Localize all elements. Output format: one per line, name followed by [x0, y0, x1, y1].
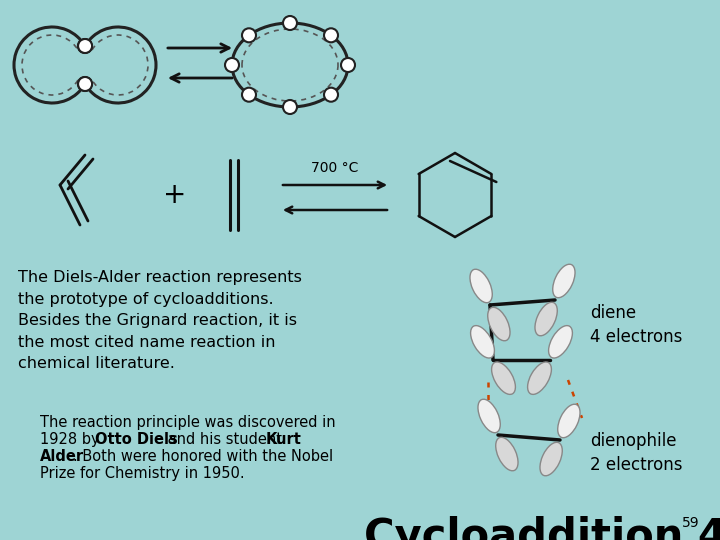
Text: and his student: and his student — [163, 432, 287, 447]
Circle shape — [324, 87, 338, 102]
Circle shape — [341, 58, 355, 72]
Text: diene
4 electrons: diene 4 electrons — [590, 304, 683, 346]
Ellipse shape — [478, 399, 500, 433]
Circle shape — [242, 87, 256, 102]
Circle shape — [283, 100, 297, 114]
Text: dienophile
2 electrons: dienophile 2 electrons — [590, 432, 683, 474]
Text: Otto Diels: Otto Diels — [95, 432, 178, 447]
Circle shape — [283, 16, 297, 30]
Text: 1928 by: 1928 by — [40, 432, 104, 447]
Circle shape — [78, 39, 92, 53]
Text: Alder: Alder — [40, 449, 84, 464]
Ellipse shape — [549, 326, 572, 358]
Text: The Diels-Alder reaction represents
the prototype of cycloadditions.
Besides the: The Diels-Alder reaction represents the … — [18, 270, 302, 372]
Text: . Both were honored with the Nobel: . Both were honored with the Nobel — [73, 449, 333, 464]
Circle shape — [324, 28, 338, 42]
Circle shape — [225, 58, 239, 72]
Ellipse shape — [558, 404, 580, 438]
Text: Kurt: Kurt — [266, 432, 302, 447]
Circle shape — [78, 77, 92, 91]
Ellipse shape — [540, 442, 562, 476]
Ellipse shape — [528, 362, 552, 394]
Text: 59: 59 — [683, 516, 700, 530]
Ellipse shape — [470, 269, 492, 303]
Text: +: + — [163, 181, 186, 209]
Ellipse shape — [535, 302, 557, 336]
Text: 700 °C: 700 °C — [311, 161, 359, 175]
Ellipse shape — [492, 362, 516, 394]
Ellipse shape — [487, 307, 510, 341]
Text: Cycloaddition 4+2
Supra-supra: Cycloaddition 4+2 Supra-supra — [364, 516, 720, 540]
Circle shape — [242, 28, 256, 42]
Ellipse shape — [471, 326, 495, 358]
Circle shape — [78, 77, 92, 91]
Ellipse shape — [496, 437, 518, 471]
Text: The reaction principle was discovered in: The reaction principle was discovered in — [40, 415, 336, 430]
Ellipse shape — [553, 264, 575, 298]
Circle shape — [78, 39, 92, 53]
Text: Prize for Chemistry in 1950.: Prize for Chemistry in 1950. — [40, 466, 245, 481]
